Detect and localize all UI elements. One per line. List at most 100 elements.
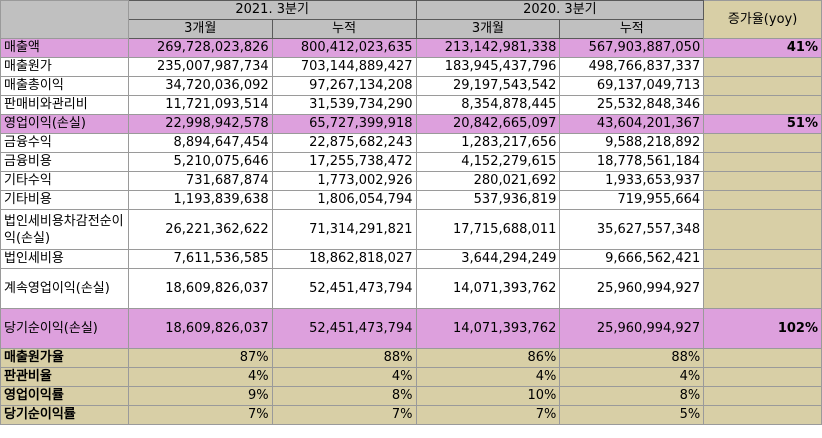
table-row: 계속영업이익(손실) 18,609,826,037 52,451,473,794 14…	[0, 268, 822, 309]
yoy-cell	[703, 268, 822, 309]
row-label: 기타비용	[0, 190, 129, 210]
three-month-header-2021: 3개월	[127, 19, 273, 39]
value-cell: 97,267,134,208	[271, 76, 417, 96]
value-cell: 69,137,049,713	[559, 76, 705, 96]
row-label: 매출총이익	[0, 76, 129, 96]
value-cell: 8,894,647,454	[127, 133, 273, 153]
value-cell: 731,687,874	[127, 171, 273, 191]
table-row: 기타수익 731,687,874 1,773,002,926 280,021,692 1…	[0, 171, 822, 191]
table-row: 기타비용 1,193,839,638 1,806,054,794 537,936,81…	[0, 190, 822, 210]
value-cell: 18,778,561,184	[559, 152, 705, 172]
value-cell: 25,960,994,927	[559, 268, 705, 309]
value-cell: 18,609,826,037	[127, 268, 273, 309]
row-label: 계속영업이익(손실)	[0, 268, 129, 309]
ratio-cell: 8%	[271, 386, 417, 406]
value-cell: 22,875,682,243	[271, 133, 417, 153]
ratio-yoy-cell	[703, 386, 822, 406]
value-cell: 1,933,653,937	[559, 171, 705, 191]
value-cell: 280,021,692	[415, 171, 561, 191]
yoy-cell	[703, 133, 822, 153]
ratio-cell: 9%	[127, 386, 273, 406]
value-cell: 9,666,562,421	[559, 249, 705, 269]
yoy-cell	[703, 209, 822, 250]
yoy-cell: 51%	[703, 114, 822, 134]
value-cell: 26,221,362,622	[127, 209, 273, 250]
value-cell: 52,451,473,794	[271, 308, 417, 349]
ratio-cell: 10%	[415, 386, 561, 406]
value-cell: 14,071,393,762	[415, 268, 561, 309]
ratio-cell: 4%	[271, 367, 417, 387]
ratio-row: 판관비율 4% 4% 4% 4%	[0, 367, 822, 387]
header-row-sub: 3개월 누적 3개월 누적	[1, 19, 822, 39]
value-cell: 567,903,887,050	[559, 38, 705, 58]
yoy-cell	[703, 249, 822, 269]
ratio-cell: 4%	[415, 367, 561, 387]
value-cell: 4,152,279,615	[415, 152, 561, 172]
value-cell: 719,955,664	[559, 190, 705, 210]
ratio-cell: 5%	[559, 405, 705, 425]
value-cell: 800,412,023,635	[271, 38, 417, 58]
ratio-cell: 4%	[127, 367, 273, 387]
ratio-cell: 86%	[415, 348, 561, 368]
corner-cell	[0, 0, 129, 39]
ratio-label: 영업이익률	[0, 386, 129, 406]
value-cell: 14,071,393,762	[415, 308, 561, 349]
value-cell: 1,773,002,926	[271, 171, 417, 191]
row-label: 당기순이익(손실)	[0, 308, 129, 349]
ratio-cell: 4%	[559, 367, 705, 387]
value-cell: 65,727,399,918	[271, 114, 417, 134]
row-label: 매출액	[0, 38, 129, 58]
value-cell: 213,142,981,338	[415, 38, 561, 58]
value-cell: 498,766,837,337	[559, 57, 705, 77]
ratio-label: 판관비율	[0, 367, 129, 387]
value-cell: 1,806,054,794	[271, 190, 417, 210]
value-cell: 29,197,543,542	[415, 76, 561, 96]
income-statement-table: 2021. 3분기 2020. 3분기 증가율(yoy) 3개월 누적 3개월 …	[0, 0, 822, 425]
value-cell: 5,210,075,646	[127, 152, 273, 172]
row-label: 매출원가	[0, 57, 129, 77]
yoy-cell: 102%	[703, 308, 822, 349]
row-label: 금융수익	[0, 133, 129, 153]
yoy-cell	[703, 95, 822, 115]
value-cell: 3,644,294,249	[415, 249, 561, 269]
ratio-row: 영업이익률 9% 8% 10% 8%	[0, 386, 822, 406]
yoy-cell	[703, 152, 822, 172]
value-cell: 537,936,819	[415, 190, 561, 210]
row-label: 법인세비용	[0, 249, 129, 269]
yoy-cell	[703, 57, 822, 77]
ratio-yoy-cell	[703, 405, 822, 425]
cumulative-header-2021: 누적	[271, 19, 417, 39]
yoy-cell: 41%	[703, 38, 822, 58]
table-row: 매출액 269,728,023,826 800,412,023,635 213,142…	[0, 38, 822, 58]
ratio-cell: 87%	[127, 348, 273, 368]
value-cell: 34,720,036,092	[127, 76, 273, 96]
row-label: 기타수익	[0, 171, 129, 191]
ratio-cell: 8%	[559, 386, 705, 406]
value-cell: 71,314,291,821	[271, 209, 417, 250]
value-cell: 25,960,994,927	[559, 308, 705, 349]
value-cell: 22,998,942,578	[127, 114, 273, 134]
yoy-cell	[703, 190, 822, 210]
table-row: 매출원가 235,007,987,734 703,144,889,427 183,94…	[0, 57, 822, 77]
ratio-yoy-cell	[703, 367, 822, 387]
row-label: 영업이익(손실)	[0, 114, 129, 134]
value-cell: 183,945,437,796	[415, 57, 561, 77]
yoy-cell	[703, 76, 822, 96]
cumulative-header-2020: 누적	[559, 19, 705, 39]
ratio-yoy-cell	[703, 348, 822, 368]
table-row: 금융수익 8,894,647,454 22,875,682,243 1,283,217…	[0, 133, 822, 153]
table-row: 영업이익(손실) 22,998,942,578 65,727,399,918 20,8…	[0, 114, 822, 134]
value-cell: 11,721,093,514	[127, 95, 273, 115]
ratio-label: 매출원가율	[0, 348, 129, 368]
ratio-cell: 7%	[271, 405, 417, 425]
value-cell: 269,728,023,826	[127, 38, 273, 58]
value-cell: 25,532,848,346	[559, 95, 705, 115]
value-cell: 7,611,536,585	[127, 249, 273, 269]
ratio-cell: 7%	[127, 405, 273, 425]
value-cell: 18,862,818,027	[271, 249, 417, 269]
value-cell: 31,539,734,290	[271, 95, 417, 115]
ratio-label: 당기순이익률	[0, 405, 129, 425]
value-cell: 9,588,218,892	[559, 133, 705, 153]
row-label: 금융비용	[0, 152, 129, 172]
header-row-period: 2021. 3분기 2020. 3분기 증가율(yoy)	[0, 0, 822, 39]
